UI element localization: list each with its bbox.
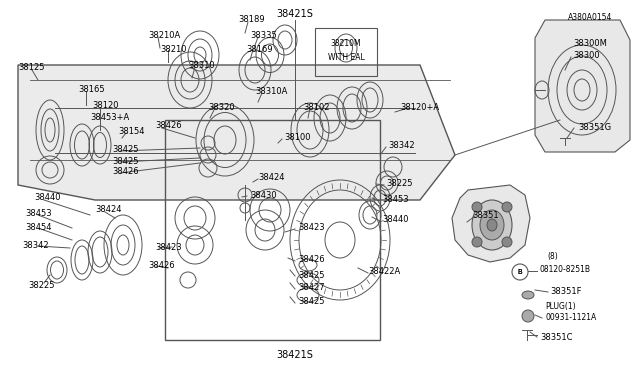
Ellipse shape <box>522 291 534 299</box>
Text: 38342: 38342 <box>388 141 415 150</box>
Text: 38342: 38342 <box>22 241 49 250</box>
Text: 38423: 38423 <box>298 224 324 232</box>
Circle shape <box>472 202 482 212</box>
Circle shape <box>522 310 534 322</box>
Ellipse shape <box>480 210 504 240</box>
Text: 38454: 38454 <box>25 224 51 232</box>
Text: 38154: 38154 <box>118 128 145 137</box>
Bar <box>315 28 377 76</box>
Text: 38426: 38426 <box>112 167 139 176</box>
Text: 38453+A: 38453+A <box>90 113 129 122</box>
Text: 38430: 38430 <box>250 190 276 199</box>
Text: 38425: 38425 <box>298 270 324 279</box>
Text: 38426: 38426 <box>298 256 324 264</box>
Circle shape <box>472 237 482 247</box>
Text: 38210: 38210 <box>160 45 186 54</box>
Text: 38351C: 38351C <box>540 334 573 343</box>
Text: 38310: 38310 <box>188 61 214 71</box>
Text: 38440: 38440 <box>34 193 61 202</box>
Text: WITH EAL: WITH EAL <box>328 52 364 61</box>
Polygon shape <box>535 20 630 152</box>
Polygon shape <box>452 185 530 262</box>
Text: 38120+A: 38120+A <box>400 103 439 112</box>
Text: 38102: 38102 <box>303 103 330 112</box>
Text: 38225: 38225 <box>386 179 413 187</box>
Circle shape <box>502 237 512 247</box>
Text: 38169: 38169 <box>246 45 273 54</box>
Text: 38424: 38424 <box>95 205 122 215</box>
Text: 38125: 38125 <box>18 64 45 73</box>
Text: 38425: 38425 <box>112 145 138 154</box>
Text: 38210A: 38210A <box>148 32 180 41</box>
Text: 38320: 38320 <box>208 103 235 112</box>
Text: B: B <box>518 269 522 275</box>
Text: 38120: 38120 <box>92 102 118 110</box>
Text: 38300: 38300 <box>573 51 600 61</box>
Text: 38189: 38189 <box>238 16 264 25</box>
Text: 38351: 38351 <box>472 211 499 219</box>
Text: 38453: 38453 <box>25 209 52 218</box>
Text: 38453: 38453 <box>382 196 408 205</box>
Text: (8): (8) <box>547 253 557 262</box>
Text: 38424: 38424 <box>258 173 285 183</box>
Text: 38421S: 38421S <box>276 9 314 19</box>
Text: 38423: 38423 <box>155 243 182 251</box>
Text: 38440: 38440 <box>382 215 408 224</box>
Text: 08120-8251B: 08120-8251B <box>540 266 591 275</box>
Circle shape <box>502 202 512 212</box>
Text: 00931-1121A: 00931-1121A <box>545 314 596 323</box>
Text: 38427: 38427 <box>298 283 324 292</box>
Text: 38210M: 38210M <box>331 39 362 48</box>
Polygon shape <box>18 65 455 200</box>
Bar <box>165 120 380 340</box>
Text: 38225: 38225 <box>28 280 54 289</box>
Text: PLUG(1): PLUG(1) <box>545 301 575 311</box>
Text: 38426: 38426 <box>155 122 182 131</box>
Text: 38300M: 38300M <box>573 39 607 48</box>
Text: 38351F: 38351F <box>550 286 582 295</box>
Text: 38425: 38425 <box>298 298 324 307</box>
Ellipse shape <box>487 219 497 231</box>
Text: 38426: 38426 <box>148 260 175 269</box>
Text: 38351G: 38351G <box>578 122 611 131</box>
Ellipse shape <box>472 200 512 250</box>
Text: 38100: 38100 <box>284 134 310 142</box>
Text: B: B <box>518 269 522 275</box>
Text: 38310A: 38310A <box>255 87 287 96</box>
Text: A380A0154: A380A0154 <box>568 13 612 22</box>
Text: 38335: 38335 <box>250 32 276 41</box>
Text: 38422A: 38422A <box>368 267 400 276</box>
Text: 38165: 38165 <box>78 86 104 94</box>
Text: 38425: 38425 <box>112 157 138 166</box>
Text: 38421S: 38421S <box>276 350 314 360</box>
